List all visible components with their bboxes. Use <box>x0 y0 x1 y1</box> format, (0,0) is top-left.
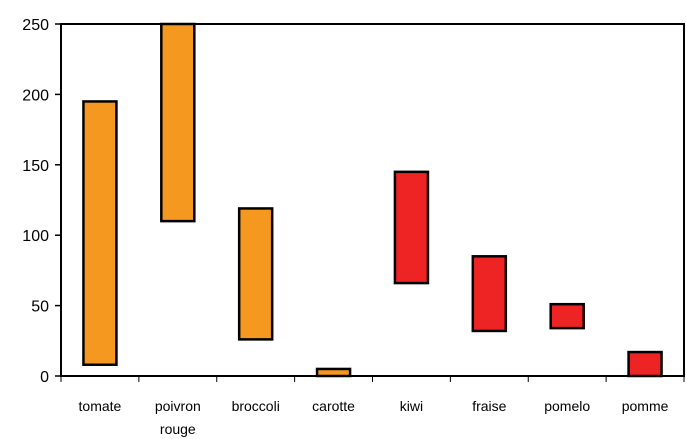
plot-area <box>60 23 685 377</box>
bar-pomelo <box>549 302 585 330</box>
y-tick-label: 0 <box>40 369 49 386</box>
bar-fraise <box>471 255 508 333</box>
x-category-label: carotte <box>312 398 355 414</box>
x-category-label: fraise <box>472 398 506 414</box>
bars <box>82 22 663 378</box>
bar-tomate <box>82 100 118 366</box>
x-category-label: broccoli <box>232 398 280 414</box>
bar-broccoli <box>237 207 274 341</box>
x-category-label: poivron rouge <box>155 398 201 437</box>
y-tick-label: 100 <box>22 228 49 245</box>
bar-poivron-rouge <box>160 22 196 223</box>
x-category-label: tomate <box>79 398 122 414</box>
bar-kiwi <box>393 170 430 285</box>
x-axis <box>60 376 685 382</box>
x-category-label: pomelo <box>544 398 590 414</box>
y-tick-label: 250 <box>22 17 49 34</box>
bar-pomme <box>627 350 663 378</box>
bar-carotte <box>315 367 352 378</box>
y-tick-label: 50 <box>31 299 49 316</box>
y-tick-label: 200 <box>22 87 49 104</box>
x-category-label: pomme <box>622 398 669 414</box>
category-labels: tomate poivron rouge broccoli carotte kiwi fra… <box>79 398 669 437</box>
y-axis: 0 50 100 150 200 250 <box>22 17 61 386</box>
x-category-label: kiwi <box>400 398 423 414</box>
y-tick-label: 150 <box>22 158 49 175</box>
